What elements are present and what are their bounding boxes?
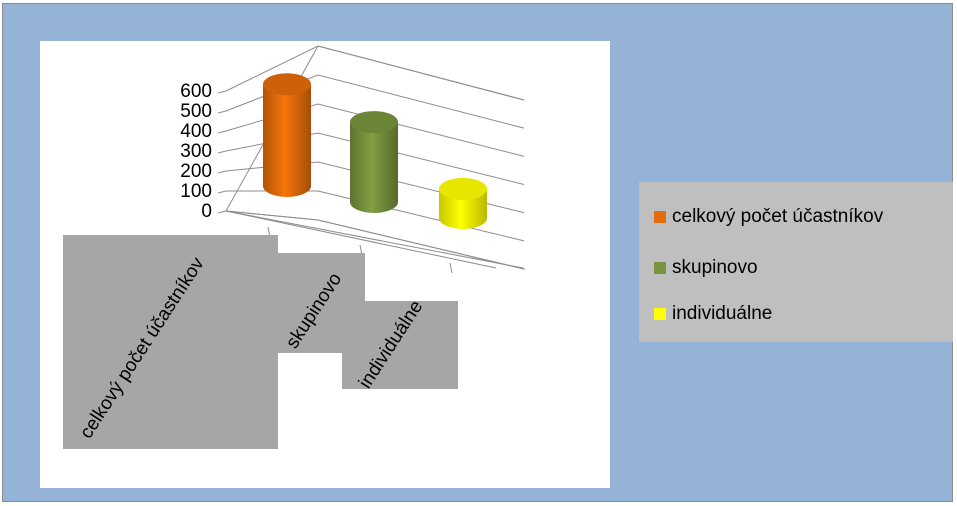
gridline-3 xyxy=(225,132,525,185)
bar-top-1 xyxy=(350,111,398,134)
y-tick-label-0: 0 xyxy=(201,201,212,222)
legend-swatch-2 xyxy=(654,308,666,320)
y-tick-mark-6 xyxy=(217,90,227,94)
y-tick-label-6: 600 xyxy=(180,81,212,102)
y-tick-mark-4 xyxy=(217,130,227,134)
bar-1 xyxy=(350,111,398,213)
bar-0 xyxy=(263,73,311,197)
bar-body-0 xyxy=(263,84,311,197)
legend-swatch-0 xyxy=(654,211,666,223)
bar-2 xyxy=(439,177,487,229)
x-tick-mark-2 xyxy=(449,262,453,274)
y-tick-mark-5 xyxy=(217,110,227,114)
legend-item-0: celkový počet účastníkov xyxy=(654,205,883,229)
legend-item-2: individuálne xyxy=(654,302,772,326)
x-axis-line xyxy=(225,210,497,269)
legend-item-1: skupinovo xyxy=(654,256,758,280)
y-tick-mark-3 xyxy=(217,150,227,154)
legend-label-0: celkový počet účastníkov xyxy=(672,206,884,227)
bars xyxy=(263,73,487,229)
floor xyxy=(225,210,526,270)
plot-area: 0 100 200 300 400 500 600 celkový počet účastn… xyxy=(40,41,610,488)
y-tick-label-4: 400 xyxy=(180,121,212,142)
gridline-6 xyxy=(225,45,525,101)
y-tick-label-1: 100 xyxy=(180,181,212,202)
legend-label-1: skupinovo xyxy=(672,257,758,278)
y-tick-mark-1 xyxy=(217,190,227,194)
gridlines xyxy=(225,45,526,274)
y-tick-mark-0 xyxy=(217,210,227,214)
gridline-4 xyxy=(225,103,525,157)
category-label-box-2 xyxy=(342,301,458,389)
category-label-box-0 xyxy=(63,235,278,449)
legend-swatch-1 xyxy=(654,262,666,274)
legend-label-2: individuálne xyxy=(672,303,773,324)
gridline-5 xyxy=(225,74,525,129)
bar-body-2 xyxy=(439,188,487,229)
legend: celkový počet účastníkov skupinovo indiv… xyxy=(639,182,953,342)
y-tick-mark-2 xyxy=(217,170,227,174)
chart-frame: 0 100 200 300 400 500 600 celkový počet účastn… xyxy=(2,3,953,502)
bar-top-2 xyxy=(439,177,487,200)
y-tick-label-5: 500 xyxy=(180,101,212,122)
y-tick-label-2: 200 xyxy=(180,161,212,182)
bar-body-1 xyxy=(350,122,398,213)
y-tick-label-3: 300 xyxy=(180,141,212,162)
bar-top-0 xyxy=(263,73,311,96)
